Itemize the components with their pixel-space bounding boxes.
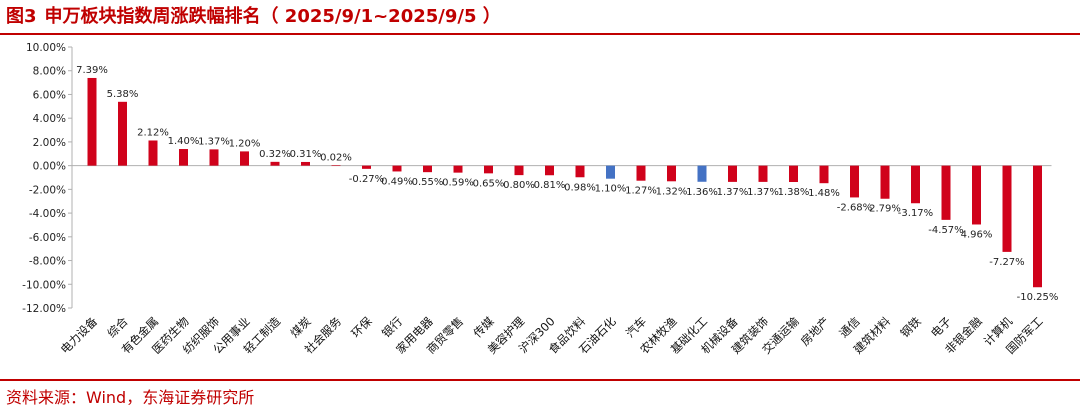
bar-value-label: 1.37% <box>747 187 779 198</box>
bar-value-label: -3.17% <box>898 208 933 219</box>
bar-value-label: 1.37% <box>717 187 749 198</box>
bars <box>87 77 1042 288</box>
bar-value-label: 0.59% <box>442 178 474 189</box>
bar-value-label: 0.32% <box>259 149 291 160</box>
title-divider <box>0 33 1080 35</box>
bar <box>880 165 890 199</box>
y-tick-label: 4.00% <box>33 113 66 125</box>
bar <box>453 165 463 173</box>
bar <box>941 165 951 220</box>
category-label: 房地产 <box>798 314 832 348</box>
bar-value-label: 2.79% <box>869 204 901 215</box>
bar <box>118 101 127 166</box>
y-tick-label: 10.00% <box>26 42 66 54</box>
bar-value-label: 5.38% <box>107 89 139 100</box>
bar <box>331 165 341 166</box>
source-note: 资料来源：Wind，东海证券研究所 <box>6 388 255 407</box>
y-tick-label: -12.00% <box>22 303 66 315</box>
bar <box>789 165 798 183</box>
bar <box>87 77 97 166</box>
category-label: 钢铁 <box>897 314 924 341</box>
bar <box>911 165 920 204</box>
footer-divider <box>0 379 1080 381</box>
bar <box>484 165 493 174</box>
y-tick-label: -2.00% <box>29 184 66 196</box>
bar <box>728 165 737 182</box>
bar-value-label: 0.49% <box>381 176 413 187</box>
bar-value-label: 1.36% <box>686 187 718 198</box>
figure-label: 图3 <box>6 6 37 27</box>
bar-value-label: -4.57% <box>928 225 963 236</box>
bar-value-label: -2.68% <box>837 202 872 213</box>
y-tick-label: 0.00% <box>33 161 66 173</box>
chart-title: 图3 申万板块指数周涨跌幅排名（ 2025/9/1~2025/9/5 ） <box>6 3 509 31</box>
bar-value-label: 4.96% <box>961 229 993 240</box>
bar-value-label: 0.02% <box>320 152 352 163</box>
bar <box>850 165 859 198</box>
bar-value-label: -7.27% <box>989 257 1024 268</box>
bar <box>972 165 981 225</box>
bar-value-label: -10.25% <box>1017 292 1059 303</box>
bar <box>1033 165 1042 288</box>
bar-value-label: 7.39% <box>76 65 108 76</box>
y-tick-label: -6.00% <box>29 232 66 244</box>
bar-value-label: 1.10% <box>595 184 627 195</box>
bar-value-label: 1.48% <box>808 188 840 199</box>
category-label: 电子 <box>928 314 954 340</box>
bar-chart: 10.00% 8.00% 6.00% 4.00% 2.00% 0.00% -2.00% -4.… <box>22 42 1058 357</box>
bar-value-label: 1.37% <box>198 136 230 147</box>
y-tick-label: -4.00% <box>29 208 66 220</box>
category-label: 环保 <box>348 314 375 341</box>
bar-value-label: 1.38% <box>778 187 810 198</box>
category-label: 传媒 <box>470 314 497 341</box>
bar <box>636 165 646 181</box>
bar <box>270 161 280 166</box>
bar <box>514 165 524 176</box>
y-tick-label: 2.00% <box>33 137 66 149</box>
bar-value-label: 1.27% <box>625 186 657 197</box>
bar <box>545 165 554 176</box>
bar <box>575 165 585 178</box>
figure-title: 申万板块指数周涨跌幅排名（ 2025/9/1~2025/9/5 ） <box>44 6 501 27</box>
y-tick-label: -10.00% <box>22 279 66 291</box>
bar <box>392 165 402 172</box>
bar-value-label: 0.65% <box>473 178 505 189</box>
bar <box>758 165 768 182</box>
y-tick-label: -8.00% <box>29 256 66 268</box>
bar <box>209 149 219 166</box>
category-label: 煤炭 <box>287 314 313 340</box>
bar-value-label: 1.20% <box>229 138 261 149</box>
category-label: 综合 <box>104 314 131 341</box>
bar <box>301 161 310 166</box>
value-labels: 7.39%5.38%2.12%1.40%1.37%1.20%0.32%0.31%… <box>76 65 1058 303</box>
bar-value-label: 0.31% <box>290 149 322 160</box>
bar-value-label: 0.80% <box>503 180 535 191</box>
bar <box>423 165 432 173</box>
bar <box>179 149 188 166</box>
category-label: 银行 <box>379 314 405 340</box>
bar-value-label: 0.98% <box>564 182 596 193</box>
bar <box>1002 165 1012 252</box>
bar <box>606 165 615 179</box>
bar <box>667 165 676 182</box>
bar-value-label: 1.32% <box>656 186 688 197</box>
bar <box>148 140 158 166</box>
category-label: 通信 <box>836 314 862 340</box>
category-label: 汽车 <box>623 314 649 340</box>
bar <box>697 165 707 182</box>
bar-value-label: 2.12% <box>137 127 169 138</box>
bar <box>819 165 829 184</box>
bar <box>362 165 371 169</box>
bar-value-label: 0.81% <box>534 180 566 191</box>
y-tick-label: 8.00% <box>33 66 66 78</box>
bar-value-label: 1.40% <box>168 136 200 147</box>
bar-value-label: 0.55% <box>412 177 444 188</box>
category-label: 电力设备 <box>58 314 101 357</box>
bar <box>240 151 249 166</box>
bar-value-label: -0.27% <box>349 174 384 185</box>
y-axis: 10.00% 8.00% 6.00% 4.00% 2.00% 0.00% -2.00% -4.… <box>22 42 1052 315</box>
y-tick-label: 6.00% <box>33 89 66 101</box>
